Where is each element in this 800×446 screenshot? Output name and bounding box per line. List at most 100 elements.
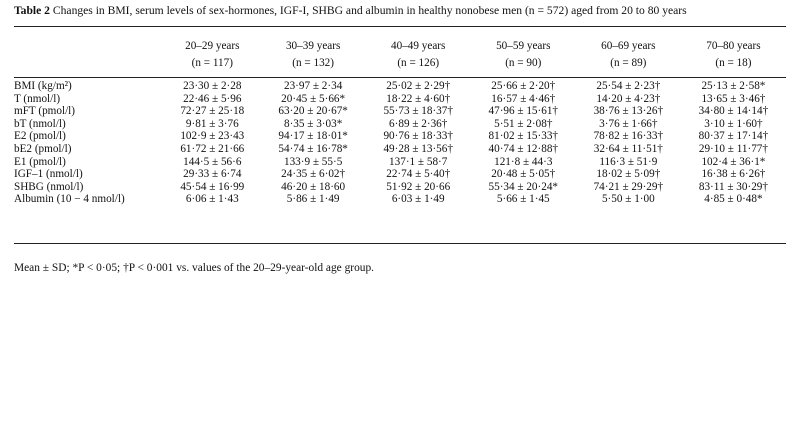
row-label: bT (nmol/l)	[14, 117, 66, 130]
row-label: SHBG (nmol/l)	[14, 180, 84, 193]
table-cell: 8·35 ± 3·03*	[283, 117, 343, 130]
table-row: bE2 (pmol/l) 61·72 ± 21·66 54·74 ± 16·78* 4…	[14, 143, 786, 156]
row-label: T (nmol/l)	[14, 92, 61, 105]
table-cell: 5·66 ± 1·45	[496, 193, 550, 206]
table-cell: 55·73 ± 18·37†	[383, 105, 453, 118]
table-cell: 61·72 ± 21·66	[180, 142, 245, 155]
table-cell: 90·76 ± 18·33†	[383, 130, 453, 143]
table-cell: 22·74 ± 5·40†	[386, 168, 451, 181]
table-row: Albumin (10 − 4 nmol/l) 6·06 ± 1·43 5·86 ±…	[14, 193, 786, 206]
table-label: Table 2	[14, 4, 50, 17]
column-n: (n = 89)	[610, 57, 647, 69]
row-label: BMI (kg/m²)	[14, 80, 72, 92]
table-cell: 25·13 ± 2·58*	[701, 80, 766, 92]
table-cell: 54·74 ± 16·78*	[278, 142, 348, 155]
table-cell: 20·45 ± 5·66*	[281, 92, 346, 105]
header-corner	[14, 37, 164, 54]
table-cell: 83·11 ± 30·29†	[698, 180, 768, 193]
table-cell: 23·30 ± 2·28	[183, 80, 242, 92]
table-caption-text: Changes in BMI, serum levels of sex-horm…	[52, 4, 687, 17]
table-row: SHBG (nmol/l) 45·54 ± 16·99 46·20 ± 18·60 5…	[14, 181, 786, 194]
header-corner	[14, 54, 164, 72]
row-label: E1 (pmol/l)	[14, 155, 66, 168]
table-cell: 24·35 ± 6·02†	[281, 168, 346, 181]
table-caption: Table 2 Changes in BMI, serum levels of …	[14, 4, 794, 18]
column-header: 50–59 years	[496, 39, 551, 52]
table-row: IGF–1 (nmol/l) 29·33 ± 6·74 24·35 ± 6·02† 2…	[14, 168, 786, 181]
table-row: E2 (pmol/l) 102·9 ± 23·43 94·17 ± 18·01* 90…	[14, 130, 786, 143]
table-cell: 16·38 ± 6·26†	[701, 168, 766, 181]
table-cell: 6·03 ± 1·49	[391, 193, 445, 206]
row-label: mFT (pmol/l)	[14, 105, 76, 118]
table-cell: 5·50 ± 1·00	[601, 193, 655, 206]
table-cell: 6·06 ± 1·43	[185, 193, 239, 206]
table-cell: 25·66 ± 2·20†	[491, 80, 556, 92]
table-cell: 81·02 ± 15·33†	[488, 130, 559, 143]
table-row: E1 (pmol/l) 144·5 ± 56·6 133·9 ± 55·5 137·1…	[14, 156, 786, 169]
table-cell: 6·89 ± 2·36†	[389, 117, 448, 130]
table-cell: 78·82 ± 16·33†	[593, 130, 664, 143]
table-cell: 49·28 ± 13·56†	[383, 142, 453, 155]
table-cell: 16·57 ± 4·46†	[491, 92, 556, 105]
table-cell: 14·20 ± 4·23†	[596, 92, 661, 105]
table-cell: 20·48 ± 5·05†	[491, 168, 556, 181]
table-cell: 23·97 ± 2·34	[283, 80, 343, 92]
table-cell: 22·46 ± 5·96	[183, 92, 242, 105]
table-footnote: Mean ± SD; *P < 0·05; †P < 0·001 vs. val…	[14, 262, 375, 274]
column-header: 30–39 years	[285, 39, 341, 52]
table-cell: 18·22 ± 4·60†	[386, 92, 451, 105]
row-label: bE2 (pmol/l)	[14, 142, 72, 155]
table-cell: 80·37 ± 17·14†	[698, 130, 769, 143]
bottom-rule	[14, 243, 786, 244]
table-cell: 72·27 ± 25·18	[180, 105, 245, 118]
column-n: (n = 126)	[397, 57, 440, 69]
table-cell: 45·54 ± 16·99	[180, 180, 245, 193]
table-cell: 25·02 ± 2·29†	[386, 80, 451, 92]
table-cell: 9·81 ± 3·76	[185, 117, 239, 130]
column-n: (n = 90)	[505, 57, 542, 69]
table-cell: 137·1 ± 58·7	[389, 155, 448, 168]
row-label: IGF–1 (nmol/l)	[14, 168, 83, 181]
table-cell: 55·34 ± 20·24*	[488, 180, 559, 193]
table-cell: 5·86 ± 1·49	[286, 193, 340, 206]
table-cell: 34·80 ± 14·14†	[698, 105, 769, 118]
table-cell: 144·5 ± 56·6	[183, 155, 242, 168]
table-row: T (nmol/l) 22·46 ± 5·96 20·45 ± 5·66* 18·22…	[14, 93, 786, 106]
table-cell: 63·20 ± 20·67*	[278, 105, 348, 118]
column-header: 70–80 years	[706, 39, 761, 52]
table-cell: 5·51 ± 2·08†	[494, 117, 553, 130]
column-header: 40–49 years	[391, 39, 446, 52]
table-cell: 121·8 ± 44·3	[494, 155, 553, 168]
header-row: 20–29 years 30–39 years 40–49 years 50–5…	[14, 37, 786, 54]
table-row: BMI (kg/m²) 23·30 ± 2·28 23·97 ± 2·34 25·02…	[14, 72, 786, 93]
table-cell: 47·96 ± 15·61†	[488, 105, 559, 118]
table-cell: 51·92 ± 20·66	[386, 180, 451, 193]
table-cell: 133·9 ± 55·5	[283, 155, 343, 168]
table-cell: 38·76 ± 13·26†	[593, 105, 664, 118]
data-table: 20–29 years 30–39 years 40–49 years 50–5…	[14, 37, 786, 206]
table-cell: 29·10 ± 11·77†	[698, 142, 768, 155]
header-rule	[14, 77, 786, 78]
column-header: 20–29 years	[185, 39, 240, 52]
table-cell: 74·21 ± 29·29†	[593, 180, 664, 193]
row-label: Albumin (10 − 4 nmol/l)	[14, 193, 125, 206]
table-cell: 102·9 ± 23·43	[180, 130, 245, 143]
table-cell: 94·17 ± 18·01*	[278, 130, 348, 143]
top-rule	[14, 26, 786, 27]
table-cell: 25·54 ± 2·23†	[596, 80, 661, 92]
table-cell: 3·76 ± 1·66†	[599, 117, 658, 130]
table-cell: 18·02 ± 5·09†	[596, 168, 661, 181]
table-row: bT (nmol/l) 9·81 ± 3·76 8·35 ± 3·03* 6·89 ±…	[14, 118, 786, 131]
table-cell: 29·33 ± 6·74	[183, 168, 242, 181]
table-cell: 13·65 ± 3·46†	[701, 92, 766, 105]
table-cell: 32·64 ± 11·51†	[593, 142, 663, 155]
column-n: (n = 18)	[715, 57, 752, 69]
table-cell: 40·74 ± 12·88†	[488, 142, 559, 155]
column-header: 60–69 years	[601, 39, 656, 52]
table-cell: 46·20 ± 18·60	[281, 180, 346, 193]
header-n-row: (n = 117) (n = 132) (n = 126) (n = 90) (…	[14, 54, 786, 72]
row-label: E2 (pmol/l)	[14, 130, 66, 143]
column-n: (n = 132)	[292, 57, 334, 69]
column-n: (n = 117)	[191, 57, 233, 69]
table-row: mFT (pmol/l) 72·27 ± 25·18 63·20 ± 20·67* 5…	[14, 105, 786, 118]
